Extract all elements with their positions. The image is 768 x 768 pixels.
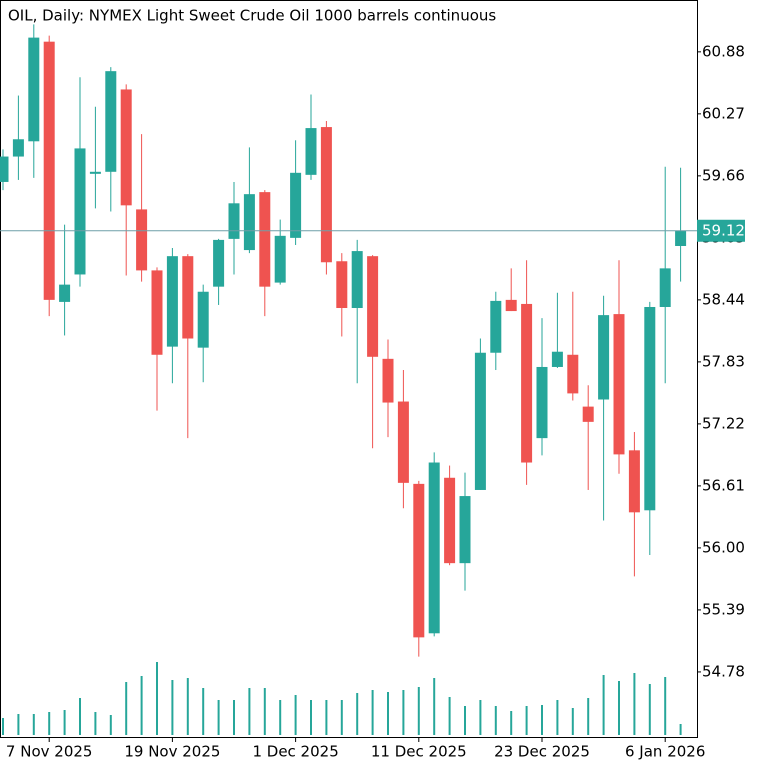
candle-body: [521, 303, 533, 463]
y-tick-label: 56.61: [702, 476, 745, 494]
candle-body: [628, 450, 640, 513]
y-tick-label: 54.78: [702, 662, 745, 680]
candle-body: [274, 235, 286, 283]
candle-body: [490, 300, 502, 353]
candle-body: [659, 268, 671, 307]
candle-body: [213, 239, 225, 287]
candle-body: [397, 401, 409, 483]
candle-body: [336, 261, 348, 309]
y-tick-label: 60.27: [702, 104, 745, 122]
candle-body: [259, 192, 271, 287]
candle-body: [444, 477, 456, 564]
candle-body: [474, 352, 486, 490]
candle-body: [105, 71, 117, 172]
x-tick-label: 1 Dec 2025: [252, 743, 338, 761]
candle-body: [505, 299, 517, 312]
candle-body: [197, 291, 209, 348]
candle-body: [459, 496, 471, 564]
candle-body: [598, 315, 610, 400]
candle-body: [613, 314, 625, 455]
candle-body: [536, 366, 548, 439]
candle-body: [413, 483, 425, 638]
y-tick-label: 59.66: [702, 166, 745, 184]
x-tick-label: 6 Jan 2026: [625, 743, 705, 761]
candle-body: [675, 230, 687, 246]
y-tick-label: 56.00: [702, 538, 745, 556]
candle-body: [151, 270, 163, 355]
x-tick-label: 19 Nov 2025: [124, 743, 220, 761]
volume-layer: [2, 662, 682, 735]
candle-body: [290, 172, 302, 238]
x-tick-label: 23 Dec 2025: [494, 743, 590, 761]
candle-body: [243, 194, 255, 251]
last-price-box: [697, 219, 745, 242]
y-tick-label: 58.44: [702, 290, 745, 308]
candle-body: [59, 284, 71, 302]
candle-body: [644, 306, 656, 511]
y-tick-label: 57.83: [702, 352, 745, 370]
last-price-label: 59.12: [702, 221, 745, 239]
candle-body: [382, 358, 394, 403]
y-tick-label: 57.22: [702, 414, 745, 432]
candle-body: [0, 156, 9, 182]
candle-body: [305, 128, 317, 175]
chart-title: OIL, Daily: NYMEX Light Sweet Crude Oil …: [8, 7, 496, 25]
plot-frame: [0, 0, 698, 738]
candle-body: [320, 127, 332, 263]
candle-body: [367, 256, 379, 357]
candle-body: [74, 148, 86, 275]
candle-layer: [0, 24, 687, 657]
x-tick-label: 11 Dec 2025: [371, 743, 467, 761]
candle-body: [12, 139, 24, 157]
candle-body: [28, 37, 40, 142]
y-tick-label: 55.39: [702, 600, 745, 618]
y-tick-label: 60.88: [702, 42, 745, 60]
candle-body: [567, 354, 579, 394]
x-tick-label: 7 Nov 2025: [6, 743, 93, 761]
candle-body: [551, 351, 563, 367]
candle-body: [228, 203, 240, 239]
candle-body: [182, 256, 194, 339]
candle-body: [351, 251, 363, 309]
candle-body: [428, 462, 440, 634]
candle-body: [120, 89, 132, 206]
candle-body: [89, 171, 101, 174]
candle-body: [136, 209, 148, 271]
candle-body: [582, 406, 594, 422]
candle-body: [166, 256, 178, 347]
candle-body: [43, 41, 55, 300]
